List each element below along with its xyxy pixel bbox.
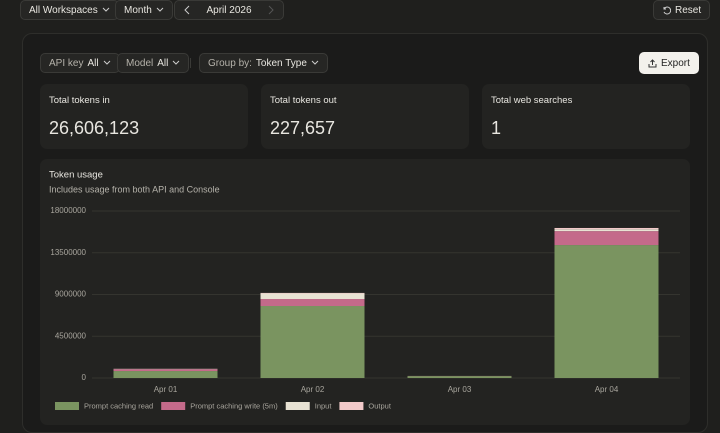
stat-label: Total tokens out — [270, 95, 337, 106]
bar-segment — [408, 376, 512, 378]
reset-icon — [662, 6, 671, 15]
stat-card: Total tokens in 26,606,123 — [40, 84, 248, 149]
model-filter[interactable]: Model All — [117, 53, 189, 73]
y-tick-label: 13500000 — [50, 248, 86, 257]
bar-segment — [555, 245, 659, 378]
export-icon — [648, 59, 657, 68]
stat-label: Total tokens in — [49, 95, 110, 106]
reset-text: Reset — [675, 5, 701, 16]
bar-segment — [555, 228, 659, 229]
chevron — [311, 60, 319, 66]
period-select[interactable]: Month — [115, 0, 173, 20]
chevron — [102, 7, 110, 13]
export-text: Export — [661, 58, 690, 69]
bar-segment — [114, 369, 218, 371]
chevron — [103, 60, 111, 66]
stat-value: 227,657 — [270, 118, 335, 139]
bar-segment — [261, 299, 365, 306]
stat-label: Total web searches — [491, 95, 572, 106]
api-key-filter[interactable]: API key All — [40, 53, 120, 73]
y-tick-label: 0 — [82, 373, 87, 382]
filter-value: All — [87, 58, 98, 69]
x-tick-label: Apr 04 — [595, 385, 619, 394]
x-tick-label: Apr 03 — [448, 385, 472, 394]
legend-swatch — [339, 402, 363, 410]
workspace-text: All Workspaces — [29, 5, 98, 16]
legend-swatch — [55, 402, 79, 410]
legend-swatch — [161, 402, 185, 410]
filter-label: Model — [126, 58, 153, 69]
legend-label: Prompt caching write (5m) — [190, 401, 278, 410]
reset-button[interactable]: Reset — [653, 0, 710, 20]
filter-value: Token Type — [256, 58, 307, 69]
divider — [190, 58, 191, 68]
y-tick-label: 4500000 — [55, 331, 87, 340]
y-tick-label: 18000000 — [50, 206, 86, 215]
y-tick-label: 9000000 — [55, 290, 87, 299]
chevron — [156, 7, 164, 13]
legend-label: Output — [368, 401, 391, 410]
export-button[interactable]: Export — [639, 52, 699, 74]
period-text: Month — [124, 5, 152, 16]
filter-value: All — [157, 58, 168, 69]
stat-value: 26,606,123 — [49, 118, 139, 139]
legend-label: Input — [315, 401, 333, 410]
next-arrow[interactable] — [267, 5, 275, 15]
bar-segment — [555, 231, 659, 245]
bar-segment — [114, 371, 218, 378]
bar-segment — [261, 306, 365, 378]
stat-value: 1 — [491, 118, 501, 139]
prev-arrow[interactable] — [183, 5, 191, 15]
bar-segment — [261, 293, 365, 294]
group-by-filter[interactable]: Group by: Token Type — [199, 53, 328, 73]
legend-swatch — [286, 402, 310, 410]
workspace-select[interactable]: All Workspaces — [20, 0, 119, 20]
chart: Token usage Includes usage from both API… — [40, 159, 690, 425]
filter-label: API key — [49, 58, 83, 69]
chart-subtitle: Includes usage from both API and Console — [49, 184, 220, 194]
legend-label: Prompt caching read — [84, 401, 153, 410]
x-tick-label: Apr 02 — [301, 385, 325, 394]
x-tick-label: Apr 01 — [154, 385, 178, 394]
stat-card: Total tokens out 227,657 — [261, 84, 469, 149]
chart-title: Token usage — [49, 170, 103, 181]
chevron — [172, 60, 180, 66]
bar-segment — [555, 229, 659, 231]
filter-label: Group by: — [208, 58, 252, 69]
month-picker[interactable]: April 2026 — [174, 0, 284, 20]
bar-segment — [261, 293, 365, 299]
month-text: April 2026 — [206, 5, 251, 16]
stat-card: Total web searches 1 — [482, 84, 690, 149]
